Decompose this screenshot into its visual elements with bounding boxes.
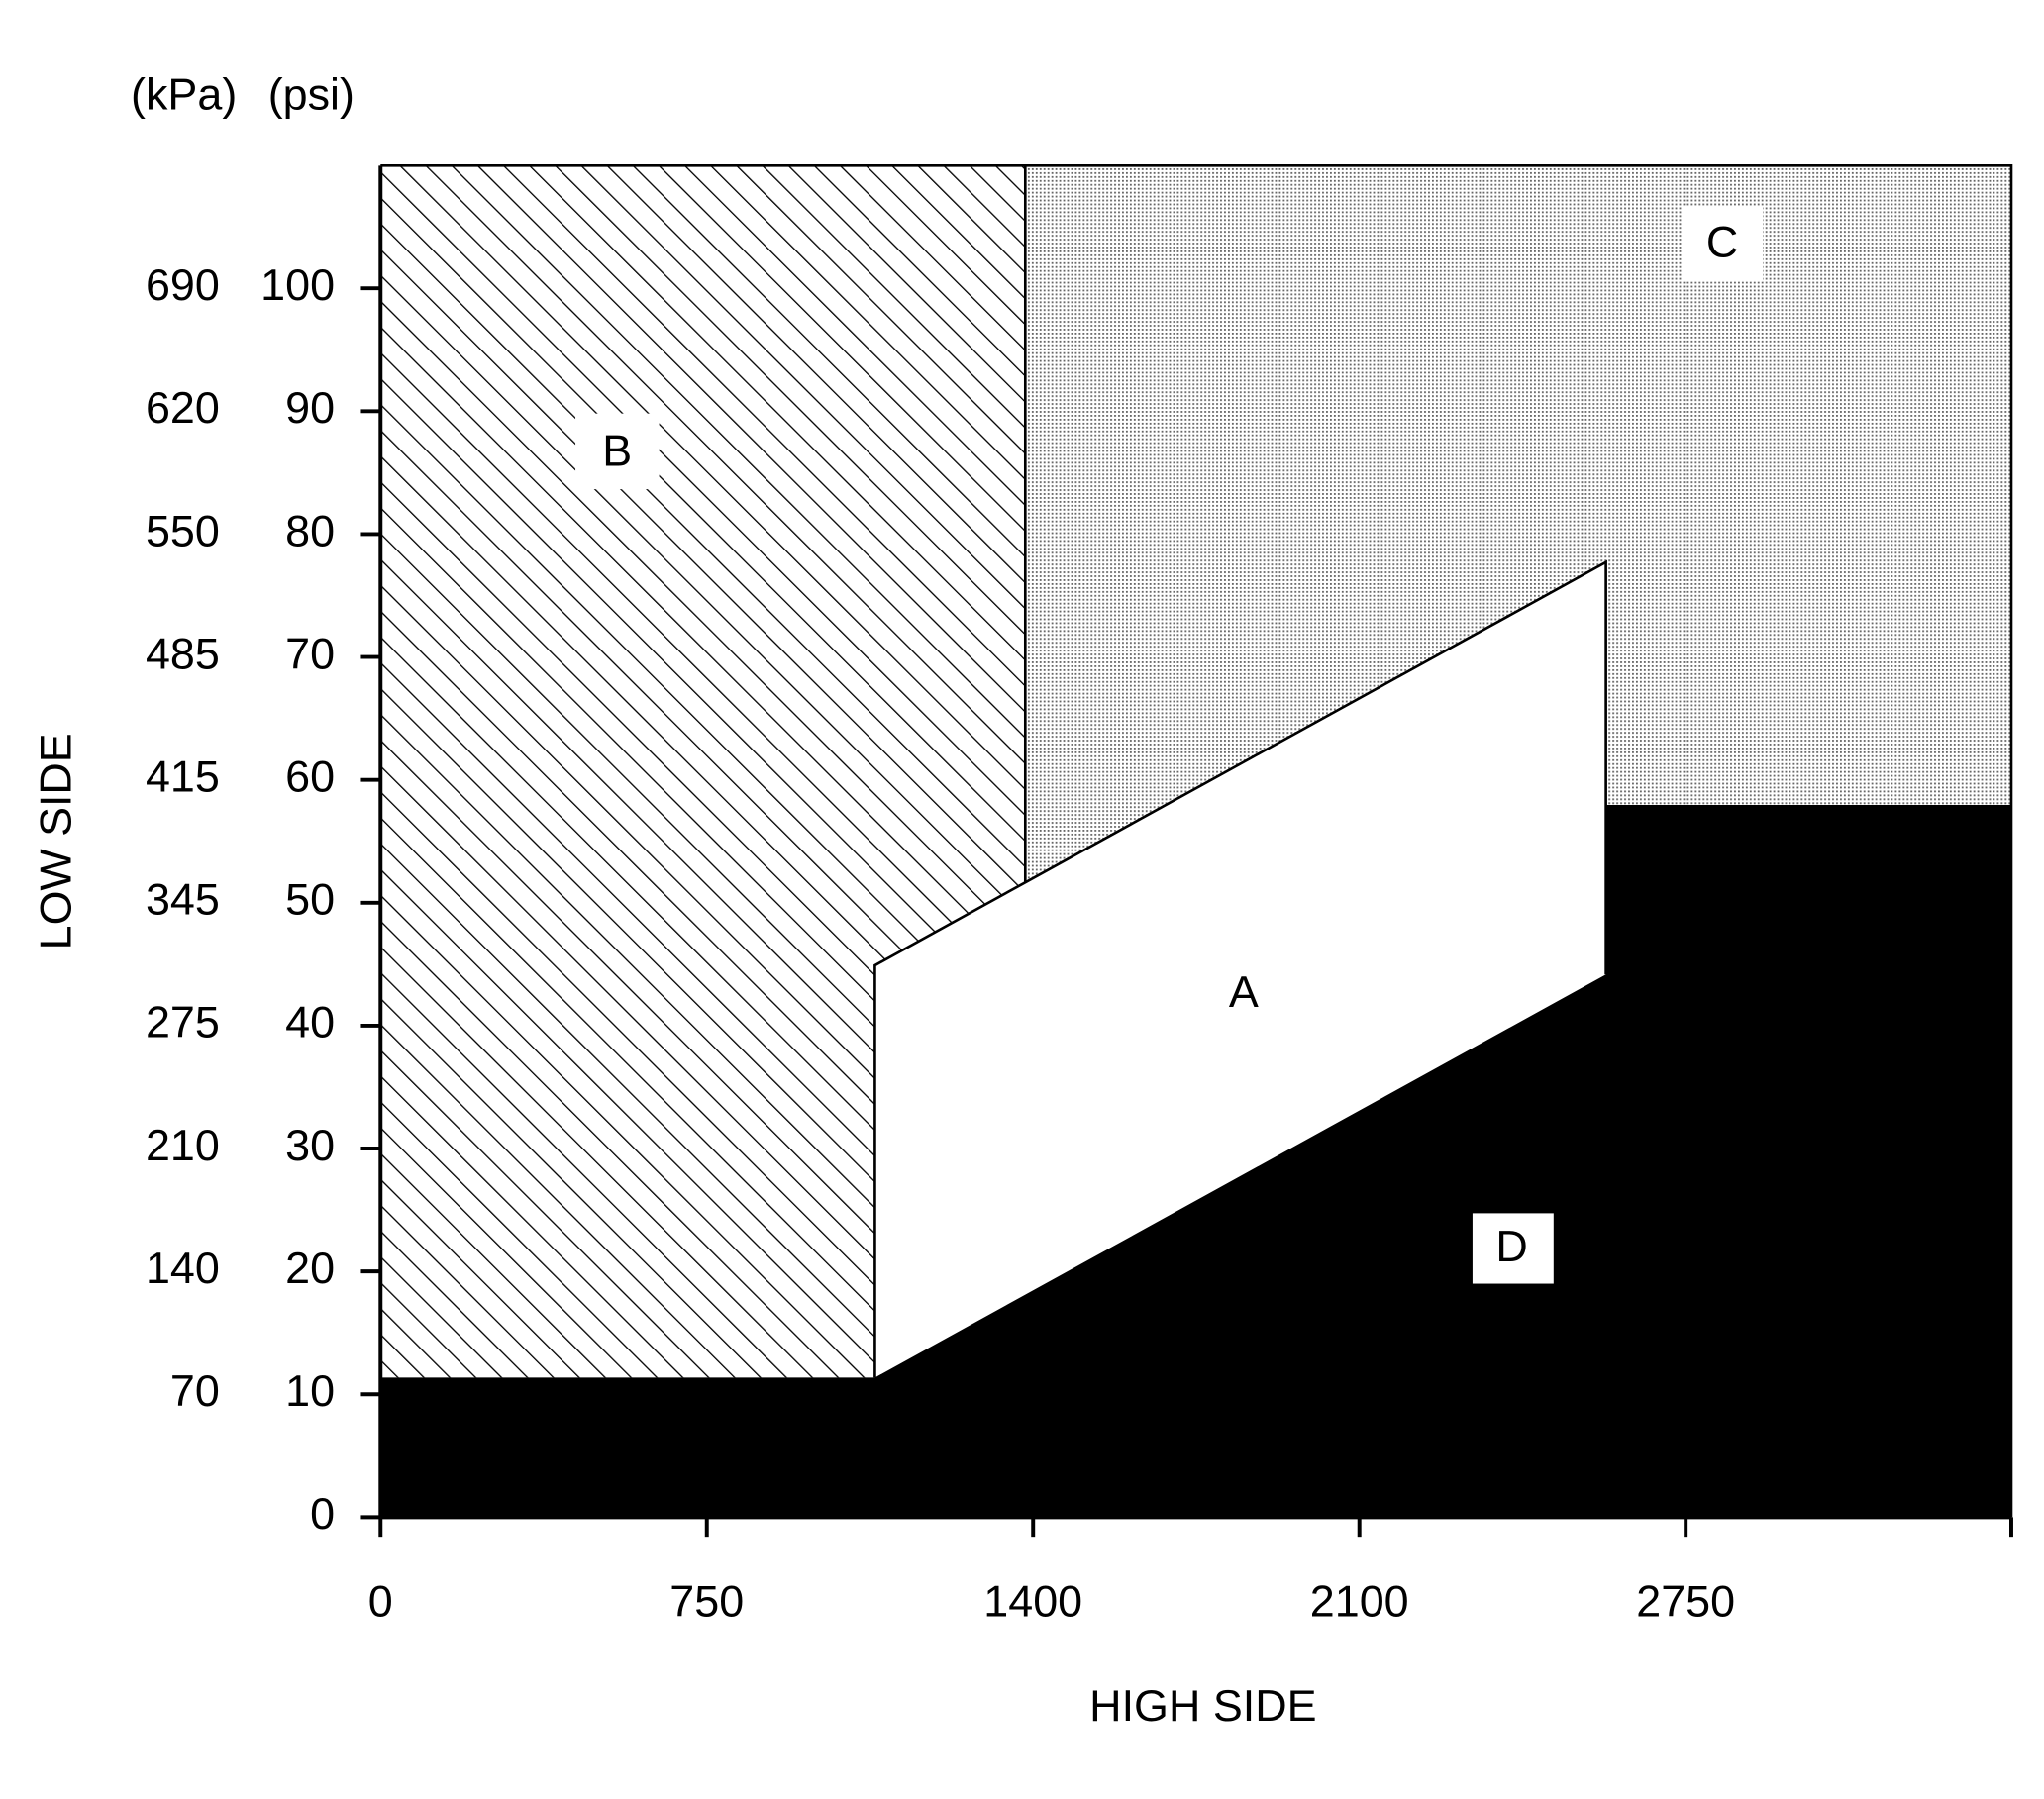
y-tick-label: 60 [285,751,335,802]
y-tick-label: 30 [285,1120,335,1170]
y-tick-label-kpa: 415 [146,751,220,802]
region-a [874,561,1606,1378]
y-tick-label-kpa: 210 [146,1120,220,1170]
y-axis-title: LOW SIDE [30,733,80,949]
y-tick-label-kpa: 550 [146,505,220,555]
y-tick-label: 20 [285,1243,335,1293]
y-tick-label: 40 [285,997,335,1048]
y-tick-label: 70 [285,628,335,678]
y-tick-label: 50 [285,874,335,925]
region-label: A [1229,966,1259,1017]
y-tick-label: 100 [260,259,335,310]
y-tick-label-kpa: 140 [146,1243,220,1293]
unit-label: (psi) [268,69,355,120]
label-box [1472,1213,1554,1284]
x-tick-label: 0 [368,1576,393,1627]
label-box [575,413,660,490]
region-b [380,165,1026,1378]
y-tick-label-kpa: 690 [146,259,220,310]
x-tick-label: 2100 [1310,1576,1409,1627]
x-tick-label: 750 [669,1576,744,1627]
region-a-outline [873,559,1607,1378]
plot-frame [380,164,2013,1518]
region-label: D [1495,1221,1527,1271]
region-c [1025,165,2011,882]
label-box [1682,206,1764,282]
y-tick-label: 90 [285,382,335,433]
y-tick-label: 10 [285,1365,335,1416]
x-axis-title: HIGH SIDE [1089,1680,1316,1731]
y-tick-label-kpa: 70 [170,1365,220,1416]
y-tick-label-kpa: 345 [146,874,220,925]
x-tick-label: 2750 [1636,1576,1735,1627]
region-label: C [1706,217,1738,267]
region-d [380,804,2011,1518]
x-tick-label: 1400 [983,1576,1082,1627]
unit-label: (kPa) [131,69,237,120]
region-label: B [602,425,632,475]
y-tick-label: 0 [310,1488,335,1539]
y-tick-label-kpa: 275 [146,997,220,1048]
y-tick-label-kpa: 620 [146,382,220,433]
y-tick-label: 80 [285,505,335,555]
y-tick-label-kpa: 485 [146,628,220,678]
